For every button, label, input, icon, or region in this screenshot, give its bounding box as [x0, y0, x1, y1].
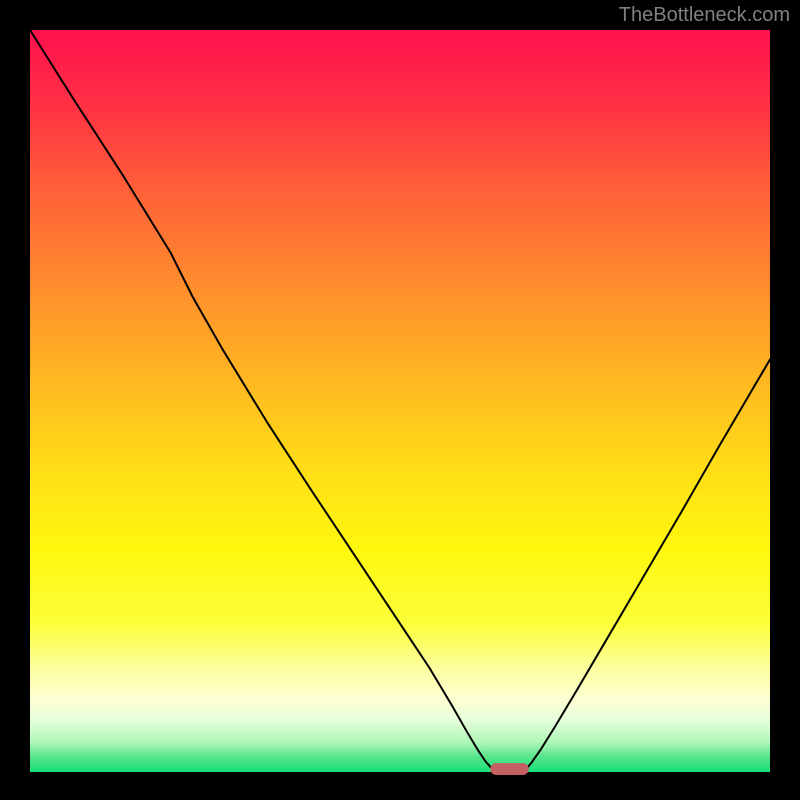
optimal-marker	[490, 763, 528, 775]
chart-gradient-background	[30, 30, 770, 772]
watermark-text: TheBottleneck.com	[619, 4, 790, 27]
chart-container: TheBottleneck.com	[0, 0, 800, 800]
bottleneck-chart	[0, 0, 800, 800]
